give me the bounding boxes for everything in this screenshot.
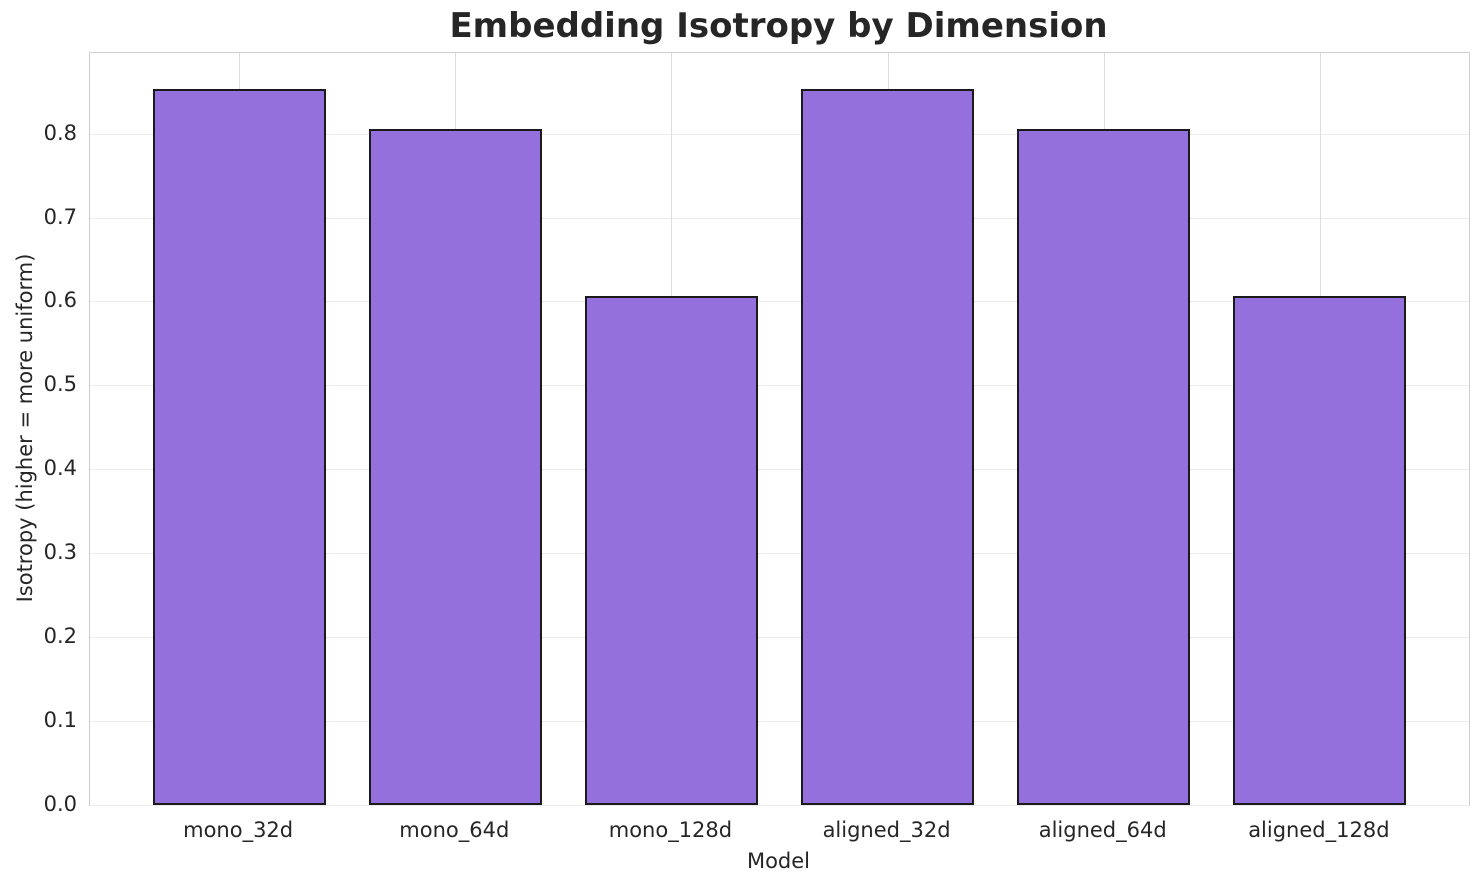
gridline-y-0.2 <box>90 637 1469 639</box>
plot-area <box>89 52 1470 806</box>
x-tick-label-mono_32d: mono_32d <box>183 818 294 842</box>
y-tick-label-0.3: 0.3 <box>43 540 77 565</box>
x-tick-label-aligned_64d: aligned_64d <box>1038 818 1167 842</box>
x-tick-label-mono_64d: mono_64d <box>399 818 510 842</box>
y-tick-label-0.1: 0.1 <box>43 708 77 733</box>
bar-mono_128d <box>584 296 758 805</box>
bar-aligned_64d <box>1017 128 1191 805</box>
y-tick-label-0.2: 0.2 <box>43 624 77 649</box>
gridline-y-0.7 <box>90 217 1469 219</box>
y-tick-label-0.0: 0.0 <box>43 792 77 816</box>
bar-mono_64d <box>368 128 542 805</box>
chart-title: Embedding Isotropy by Dimension <box>449 6 1108 46</box>
x-axis-label: Model <box>746 849 811 873</box>
y-tick-label-0.7: 0.7 <box>43 204 77 229</box>
gridline-y-0.6 <box>90 301 1469 303</box>
gridline-y-0.4 <box>90 469 1469 471</box>
gridline-y-0.1 <box>90 721 1469 723</box>
bar-aligned_32d <box>801 89 975 805</box>
y-tick-label-0.5: 0.5 <box>43 372 77 397</box>
bar-aligned_128d <box>1233 296 1407 805</box>
y-tick-label-0.8: 0.8 <box>43 120 77 145</box>
gridline-y-0.0 <box>90 805 1469 806</box>
gridline-y-0.3 <box>90 553 1469 555</box>
y-tick-label-0.6: 0.6 <box>43 288 77 313</box>
x-tick-label-mono_128d: mono_128d <box>608 818 733 842</box>
x-tick-label-aligned_32d: aligned_32d <box>822 818 951 842</box>
bar-mono_32d <box>152 89 326 805</box>
gridline-y-0.5 <box>90 385 1469 387</box>
y-tick-label-0.4: 0.4 <box>43 456 77 481</box>
x-tick-label-aligned_128d: aligned_128d <box>1248 818 1390 842</box>
gridline-y-0.8 <box>90 133 1469 135</box>
